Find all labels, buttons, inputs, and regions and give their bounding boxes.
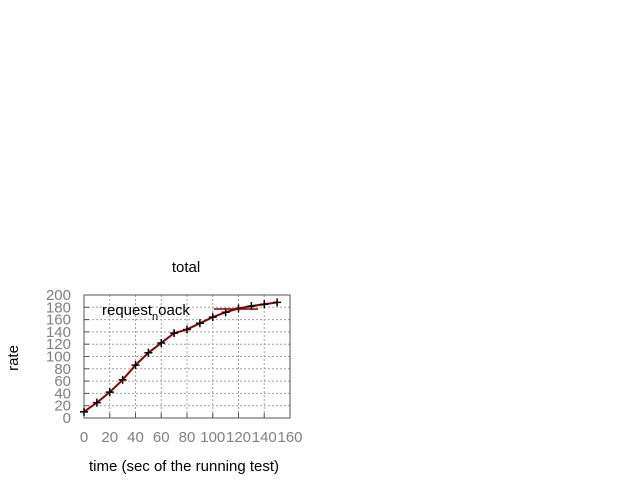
y-axis-label: rate <box>5 345 22 371</box>
data-point <box>208 313 217 322</box>
data-point <box>80 407 88 416</box>
data-point <box>131 361 140 370</box>
x-tick-labels: 0 20 40 60 80 100 120 140 160 <box>80 429 303 446</box>
x-axis-label: time (sec of the running test) <box>89 458 279 475</box>
x-tick-label: 20 <box>101 429 118 446</box>
y-tick-label: 160 <box>46 312 71 329</box>
y-tick-label: 100 <box>46 349 71 366</box>
series-line <box>83 301 278 413</box>
x-tick-label: 160 <box>277 429 302 446</box>
x-tick-label: 120 <box>226 429 251 446</box>
y-tick-label: 60 <box>54 373 71 390</box>
data-point <box>157 338 166 347</box>
y-tick-label: 0 <box>63 410 71 427</box>
y-tick-label: 120 <box>46 336 71 353</box>
data-point <box>195 319 204 328</box>
y-tick-label: 200 <box>46 287 71 304</box>
legend: requestnoack <box>102 302 258 323</box>
y-tick-label: 40 <box>54 385 71 402</box>
x-tick-label: 60 <box>153 429 170 446</box>
data-point <box>105 388 114 397</box>
axis-ticks <box>83 294 291 419</box>
x-tick-label: 140 <box>252 429 277 446</box>
y-tick-label: 140 <box>46 324 71 341</box>
data-point <box>273 298 282 307</box>
legend-label-tail: oack <box>158 302 190 319</box>
x-tick-label: 100 <box>200 429 225 446</box>
x-tick-label: 40 <box>127 429 144 446</box>
legend-label-sub: n <box>152 311 158 323</box>
legend-label-main: request <box>102 302 153 319</box>
chart-title: total <box>172 259 200 276</box>
data-point <box>183 325 191 334</box>
y-tick-label: 180 <box>46 299 71 316</box>
y-tick-label: 20 <box>54 398 71 415</box>
gridlines <box>84 295 290 418</box>
data-point <box>92 398 101 407</box>
x-tick-label: 80 <box>179 429 196 446</box>
data-point <box>260 300 269 309</box>
x-tick-label: 0 <box>80 429 88 446</box>
data-point <box>118 375 127 384</box>
legend-label: requestnoack <box>102 302 190 323</box>
data-point <box>144 348 153 357</box>
data-point <box>170 329 179 338</box>
y-tick-label: 80 <box>54 361 71 378</box>
